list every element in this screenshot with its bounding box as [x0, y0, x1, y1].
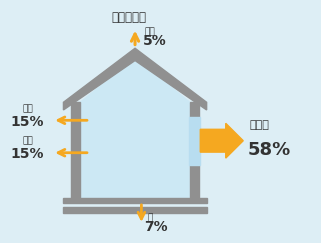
Text: 外壁: 外壁 [22, 137, 33, 146]
Text: 冬の暖房時: 冬の暖房時 [111, 11, 146, 24]
Text: 換気: 換気 [22, 104, 33, 113]
Polygon shape [188, 117, 200, 165]
Polygon shape [64, 48, 207, 110]
Polygon shape [80, 58, 190, 198]
FancyArrow shape [200, 123, 243, 158]
Text: 5%: 5% [143, 34, 167, 48]
Text: 開口部: 開口部 [250, 120, 269, 130]
Polygon shape [71, 102, 80, 198]
Text: 屋根: 屋根 [144, 27, 155, 36]
Text: 15%: 15% [11, 147, 44, 161]
Text: 15%: 15% [11, 114, 44, 129]
Text: 床: 床 [148, 213, 153, 222]
Text: 7%: 7% [144, 220, 168, 234]
Polygon shape [64, 208, 207, 213]
Polygon shape [64, 198, 207, 203]
Text: 58%: 58% [248, 141, 291, 159]
Polygon shape [190, 102, 199, 198]
